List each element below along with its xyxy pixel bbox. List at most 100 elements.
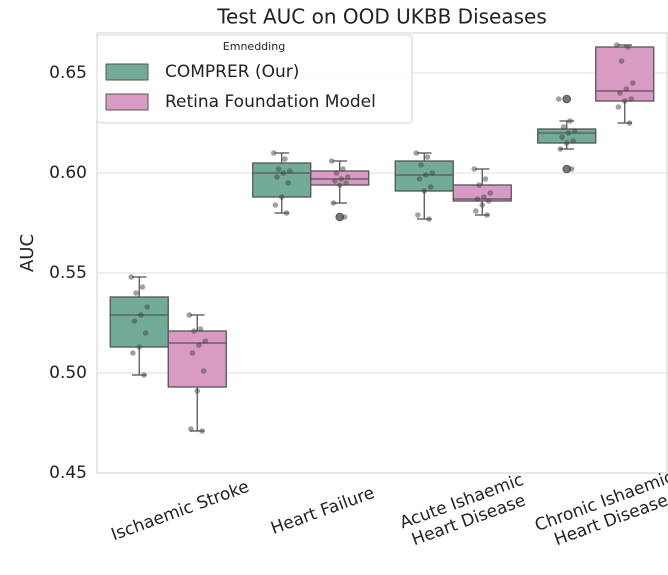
strip-point — [128, 274, 135, 280]
strip-point — [186, 312, 193, 318]
strip-point — [421, 188, 428, 194]
strip-point — [341, 214, 348, 220]
strip-point — [199, 428, 205, 434]
strip-point — [285, 180, 291, 186]
x-tick-label: Ischaemic Stroke — [109, 477, 252, 545]
y-tick-label: 0.60 — [49, 163, 87, 183]
strip-point — [567, 118, 573, 124]
strip-point — [481, 194, 487, 200]
strip-point — [343, 180, 349, 186]
strip-point — [330, 200, 337, 206]
strip-point — [423, 172, 429, 178]
strip-point — [418, 162, 424, 168]
strip-point — [482, 176, 489, 182]
strip-point — [429, 170, 436, 176]
strip-point — [333, 170, 340, 176]
box — [167, 330, 227, 388]
strip-point — [571, 128, 578, 134]
strip-point — [131, 318, 138, 324]
strip-point — [282, 156, 288, 162]
strip-point — [565, 130, 572, 136]
x-tick-label: Heart Failure — [268, 483, 377, 539]
strip-point — [471, 166, 478, 172]
strip-point — [563, 140, 570, 146]
strip-point — [283, 210, 290, 216]
strip-point — [473, 208, 479, 214]
strip-point — [479, 202, 486, 208]
strip-point — [628, 96, 634, 102]
box — [252, 162, 312, 198]
strip-point — [340, 166, 346, 172]
box — [109, 296, 169, 348]
strip-point — [415, 212, 421, 218]
strip-point — [413, 150, 420, 156]
strip-point — [130, 350, 136, 356]
outlier — [562, 94, 572, 104]
strip-point — [424, 154, 431, 160]
strip-point — [336, 182, 343, 188]
legend-swatch — [105, 63, 149, 81]
strip-point — [202, 338, 209, 344]
strip-point — [196, 342, 202, 348]
strip-point — [344, 174, 351, 180]
strip-point — [555, 96, 562, 102]
strip-point — [194, 388, 201, 394]
strip-point — [618, 58, 625, 64]
strip-point — [570, 138, 576, 144]
strip-point — [286, 168, 293, 174]
strip-point — [416, 176, 423, 182]
y-tick-label: 0.55 — [49, 263, 87, 283]
strip-point — [142, 330, 149, 336]
strip-point — [272, 202, 279, 208]
x-tick-line: Ischaemic Stroke — [109, 477, 252, 545]
strip-point — [141, 372, 147, 378]
strip-point — [487, 190, 494, 196]
strip-point — [615, 104, 622, 110]
strip-point — [427, 184, 434, 190]
strip-point — [559, 134, 565, 140]
legend-frame — [96, 34, 413, 124]
strip-point — [338, 176, 345, 182]
box — [452, 184, 512, 202]
legend-title: Emnedding — [223, 40, 285, 53]
strip-point — [485, 198, 492, 204]
strip-point — [188, 426, 194, 432]
strip-point — [617, 90, 623, 96]
strip-point — [133, 290, 139, 296]
box — [595, 46, 655, 102]
y-tick-label: 0.45 — [49, 463, 87, 483]
strip-point — [280, 170, 287, 176]
strip-point — [191, 328, 197, 334]
strip-point — [476, 182, 482, 188]
strip-point — [560, 124, 567, 130]
strip-point — [332, 178, 338, 184]
x-tick-label: Chronic IshaemicHeart Disease — [532, 467, 668, 555]
legend: Emnedding COMPRER (Our) Retina Foundation … — [96, 34, 413, 124]
strip-point — [625, 44, 631, 50]
strip-point — [270, 150, 277, 156]
strip-point — [568, 166, 575, 172]
y-tick-label: 0.65 — [49, 63, 87, 83]
strip-point — [200, 368, 207, 374]
plot-frame — [96, 32, 668, 474]
strip-point — [274, 174, 280, 180]
strip-point — [557, 146, 564, 152]
strip-point — [613, 42, 620, 48]
strip-point — [189, 350, 196, 356]
strip-point — [623, 86, 630, 92]
legend-swatch — [105, 93, 149, 111]
legend-label: COMPRER (Our) — [165, 62, 299, 82]
x-tick-line: Heart Failure — [268, 483, 377, 539]
strip-point — [621, 98, 628, 104]
strip-point — [474, 196, 481, 202]
strip-point — [629, 80, 636, 86]
strip-point — [197, 326, 204, 332]
strip-point — [426, 216, 432, 222]
strip-point — [144, 304, 151, 310]
strip-point — [328, 158, 335, 164]
strip-point — [136, 344, 143, 350]
y-axis-label: AUC — [17, 234, 38, 272]
strip-point — [139, 284, 146, 290]
strip-point — [626, 120, 633, 126]
